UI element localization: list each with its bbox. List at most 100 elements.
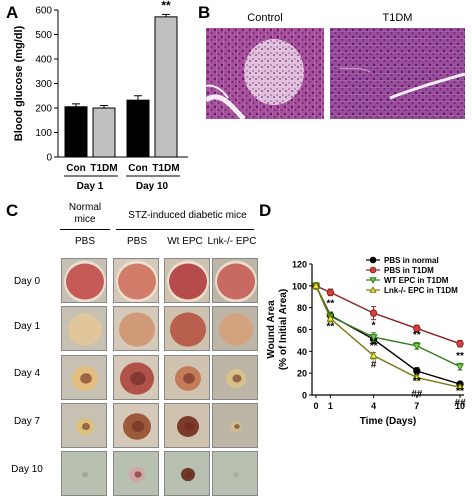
group-label-normal: Normal mice xyxy=(68,202,102,225)
legend-label: PBS in T1DM xyxy=(384,266,434,275)
wound-photo xyxy=(212,306,258,351)
panel-label-a: A xyxy=(6,3,19,22)
wound-core xyxy=(131,420,145,433)
data-point xyxy=(412,342,421,351)
wound-photo xyxy=(113,451,159,496)
data-point xyxy=(369,286,377,293)
legend-label: WT EPC in T1DM xyxy=(384,276,449,285)
y-tick-label: 0 xyxy=(302,391,307,401)
data-point xyxy=(369,266,377,274)
wound-photo xyxy=(113,355,159,400)
x-tick-label: 1 xyxy=(328,401,333,411)
wound-photo xyxy=(61,355,107,400)
significance-label: * xyxy=(372,320,376,331)
histology-label-control: Control xyxy=(247,12,283,24)
data-point xyxy=(311,281,321,289)
wound-core xyxy=(185,471,193,478)
wound-spot xyxy=(233,471,239,478)
wound-photo xyxy=(164,355,210,400)
y-axis-label: Blood glucose (mg/dl) xyxy=(13,25,25,141)
significance-label: ## xyxy=(411,389,423,400)
significance-label: ** xyxy=(456,386,464,397)
row-label-day7: Day 7 xyxy=(13,416,41,427)
data-point xyxy=(412,373,421,381)
wound-core xyxy=(134,471,142,478)
y-tick-label: 600 xyxy=(35,6,52,17)
series-group xyxy=(311,282,465,371)
y-tick-label: 300 xyxy=(35,79,52,90)
y-tick-label: 400 xyxy=(35,55,52,66)
wound-photo xyxy=(113,306,159,351)
wound-spot xyxy=(82,471,88,478)
bar xyxy=(154,16,178,158)
y-tick-label: 40 xyxy=(297,347,307,357)
wound-core xyxy=(234,424,240,429)
row-label-day10: Day 10 xyxy=(11,464,43,475)
series-line xyxy=(315,285,461,368)
wound-core xyxy=(183,373,195,384)
group-label: Day 1 xyxy=(77,181,104,192)
y-tick-label: 120 xyxy=(292,260,307,270)
column-label-wt-epc: Wt EPC xyxy=(167,236,203,247)
data-point xyxy=(369,309,378,317)
category-label: Con xyxy=(66,163,85,174)
data-point xyxy=(369,351,378,359)
row-label-day1: Day 1 xyxy=(13,321,41,332)
panel-label-c: C xyxy=(6,201,19,220)
data-point xyxy=(369,277,377,284)
wound-photo xyxy=(113,403,159,448)
significance-label: ** xyxy=(327,299,335,310)
data-point xyxy=(455,363,465,371)
wound-photo xyxy=(212,403,258,448)
wound-core xyxy=(232,374,242,383)
wound-photo xyxy=(61,403,107,448)
column-label-lnk-epc: Lnk-/- EPC xyxy=(207,236,257,247)
blood-glucose-bar-chart: 0 100 200 300 400 500 600 Blood glucose (mg/dl)… xyxy=(13,0,188,192)
y-tick-label: 80 xyxy=(297,303,307,313)
legend-label: PBS in normal xyxy=(384,256,439,265)
significance-label: ** xyxy=(456,351,464,362)
histology-image-t1dm xyxy=(330,28,465,119)
panel-label-b: B xyxy=(198,3,211,22)
group-underline-normal xyxy=(60,229,110,230)
data-point xyxy=(369,334,378,342)
significance-label: ** xyxy=(327,322,335,333)
x-tick-label: 0 xyxy=(313,401,318,411)
wound-photo xyxy=(61,451,107,496)
wound-core xyxy=(80,373,92,384)
wound-core xyxy=(184,422,194,431)
wound-photo xyxy=(61,306,107,351)
significance-label: ** xyxy=(370,341,378,352)
data-point xyxy=(455,383,465,391)
wound-spot xyxy=(217,263,255,300)
category-label: Con xyxy=(128,163,147,174)
x-tick-label: 7 xyxy=(414,401,419,411)
histology-image-control xyxy=(206,28,324,119)
significance-label: ** xyxy=(161,0,171,12)
row-label-day4: Day 4 xyxy=(13,368,41,379)
row-label-day0: Day 0 xyxy=(13,276,41,287)
wound-spot xyxy=(119,312,155,347)
wound-photo xyxy=(61,258,107,303)
significance-label: ## xyxy=(454,398,466,409)
y-tick-label: 60 xyxy=(297,325,307,335)
data-point xyxy=(369,256,377,264)
bar xyxy=(126,99,150,158)
bar xyxy=(64,106,88,158)
wound-photo xyxy=(164,403,210,448)
data-point xyxy=(326,288,335,297)
column-label-pbs-t1dm: PBS xyxy=(126,236,147,247)
wound-spot xyxy=(68,313,102,346)
x-tick-label: 10 xyxy=(455,401,465,411)
wound-photo xyxy=(212,355,258,400)
category-label: T1DM xyxy=(90,163,117,174)
y-axis-label-line2: (% of Initial Area) xyxy=(278,289,289,370)
legend-label: Lnk-/- EPC in T1DM xyxy=(384,286,458,295)
data-point xyxy=(326,314,335,322)
wound-spot xyxy=(170,312,206,347)
series-group xyxy=(312,282,464,388)
wound-photo xyxy=(212,451,258,496)
category-label: T1DM xyxy=(152,163,179,174)
data-point xyxy=(413,367,421,375)
